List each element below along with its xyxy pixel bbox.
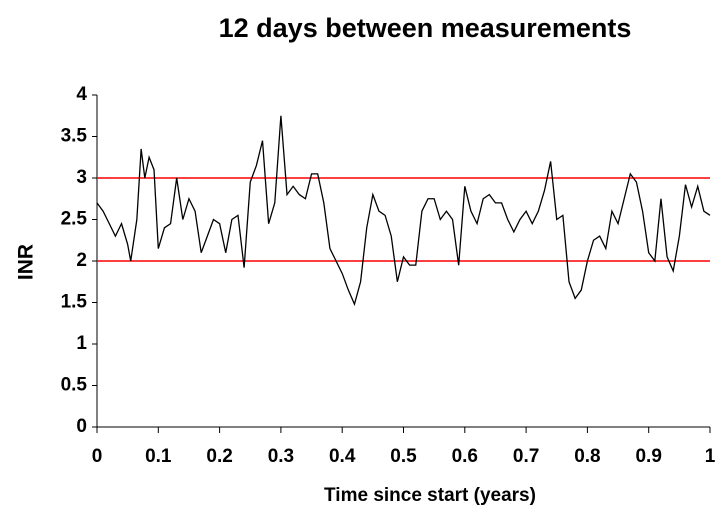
x-tick-label: 0.2 (206, 446, 232, 467)
x-tick-label: 0.5 (390, 446, 417, 467)
y-tick-label: 3 (76, 167, 87, 188)
x-tick-label: 0.1 (145, 446, 172, 467)
chart-title: 12 days between measurements (219, 13, 632, 43)
y-axis-label: INR (15, 244, 38, 280)
x-tick-label: 0.9 (635, 446, 661, 467)
y-tick-label: 1 (76, 333, 87, 354)
y-tick-label: 0 (76, 416, 87, 437)
x-axis-label: Time since start (years) (324, 485, 536, 506)
y-tick-label: 2.5 (61, 209, 88, 230)
x-tick-label: 0.6 (452, 446, 478, 467)
y-tick-label: 2 (76, 250, 87, 271)
y-tick-label: 4 (76, 84, 87, 105)
x-tick-label: 0 (92, 446, 103, 467)
x-tick-label: 0.4 (329, 446, 356, 467)
data-line (96, 115, 711, 307)
y-tick-label: 3.5 (61, 126, 88, 147)
x-tick-label: 0.8 (574, 446, 600, 467)
x-tick-label: 1 (705, 446, 716, 467)
y-tick-label: 1.5 (61, 292, 88, 313)
x-tick-label: 0.3 (268, 446, 294, 467)
y-tick-label: 0.5 (61, 375, 88, 396)
x-tick-label: 0.7 (513, 446, 539, 467)
